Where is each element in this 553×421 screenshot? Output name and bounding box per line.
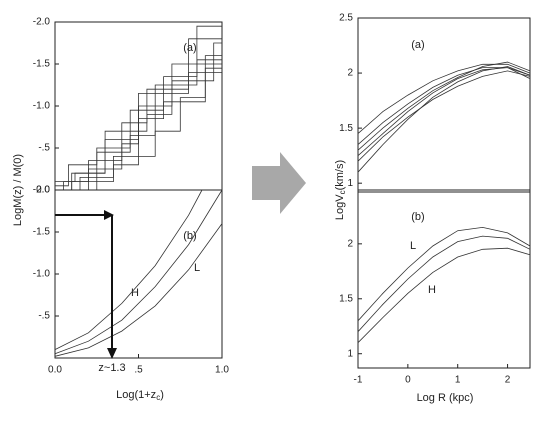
annotation: z~1.3 bbox=[98, 362, 125, 374]
y-tick-label: -1.5 bbox=[33, 59, 51, 70]
y-axis-label-tail: (km/s) bbox=[334, 160, 346, 191]
y-tick-label: 2.5 bbox=[339, 13, 353, 24]
data-line bbox=[357, 67, 531, 156]
x-axis-label-tail: ) bbox=[160, 389, 164, 401]
plot-frame bbox=[357, 189, 531, 369]
y-axis-label: LogVc(km/s) bbox=[334, 160, 347, 220]
annotation: (b) bbox=[183, 230, 196, 242]
transition-arrow bbox=[252, 152, 306, 214]
x-tick-label: 1 bbox=[455, 375, 461, 386]
data-line bbox=[357, 235, 531, 332]
annotation: (a) bbox=[411, 39, 424, 51]
data-line bbox=[357, 247, 531, 343]
x-tick-label: 2 bbox=[505, 375, 511, 386]
y-axis-label-sub: c bbox=[338, 190, 347, 194]
data-line bbox=[55, 42, 222, 182]
x-axis-label: Log(1+zc) bbox=[116, 389, 164, 402]
x-axis-label: Log R (kpc) bbox=[417, 392, 474, 404]
annotation: (a) bbox=[183, 42, 196, 54]
plot-frame bbox=[357, 17, 531, 193]
annotation: (b) bbox=[411, 211, 424, 223]
annotation: H bbox=[131, 287, 139, 299]
y-tick-label: -2.0 bbox=[33, 17, 51, 28]
data-line bbox=[357, 61, 531, 151]
x-axis-label-sub: c bbox=[156, 393, 160, 402]
x-tick-label: 0.0 bbox=[48, 365, 62, 376]
data-line bbox=[357, 63, 531, 134]
y-tick-label: 2 bbox=[347, 238, 353, 249]
x-tick-label: 0 bbox=[405, 375, 411, 386]
y-tick-label: 1.5 bbox=[339, 293, 353, 304]
y-tick-label: -1.0 bbox=[33, 269, 51, 280]
y-axis-label: LogM(z) / M(0) bbox=[12, 154, 24, 226]
x-tick-label: 1.0 bbox=[215, 365, 229, 376]
data-line bbox=[357, 66, 531, 173]
y-tick-label: -2.0 bbox=[33, 185, 51, 196]
y-tick-label: -.5 bbox=[38, 143, 50, 154]
y-axis-label-main: LogV bbox=[334, 194, 346, 220]
data-line bbox=[54, 189, 223, 355]
pointer-head bbox=[107, 348, 117, 359]
pointer-head bbox=[104, 210, 114, 220]
y-tick-label: 0.0 bbox=[36, 185, 50, 196]
data-line bbox=[55, 67, 222, 191]
y-tick-label: -.5 bbox=[38, 311, 50, 322]
pointer-line bbox=[55, 214, 113, 352]
annotation: L bbox=[410, 240, 416, 252]
data-line bbox=[54, 223, 223, 357]
y-tick-label: -1.5 bbox=[33, 227, 51, 238]
data-line bbox=[357, 226, 531, 322]
data-line bbox=[54, 189, 203, 350]
x-tick-label: -1 bbox=[354, 375, 363, 386]
annotation: L bbox=[194, 262, 200, 274]
data-line bbox=[55, 59, 222, 191]
x-axis-label-main: Log(1+z bbox=[116, 389, 156, 401]
y-tick-label: 2 bbox=[347, 68, 353, 79]
data-line bbox=[357, 70, 531, 162]
annotation: H bbox=[428, 284, 436, 296]
y-tick-label: 1 bbox=[347, 178, 353, 189]
y-tick-label: 1 bbox=[347, 348, 353, 359]
y-tick-label: -1.0 bbox=[33, 101, 51, 112]
y-tick-label: 1.5 bbox=[339, 123, 353, 134]
x-tick-label: .5 bbox=[134, 365, 143, 376]
